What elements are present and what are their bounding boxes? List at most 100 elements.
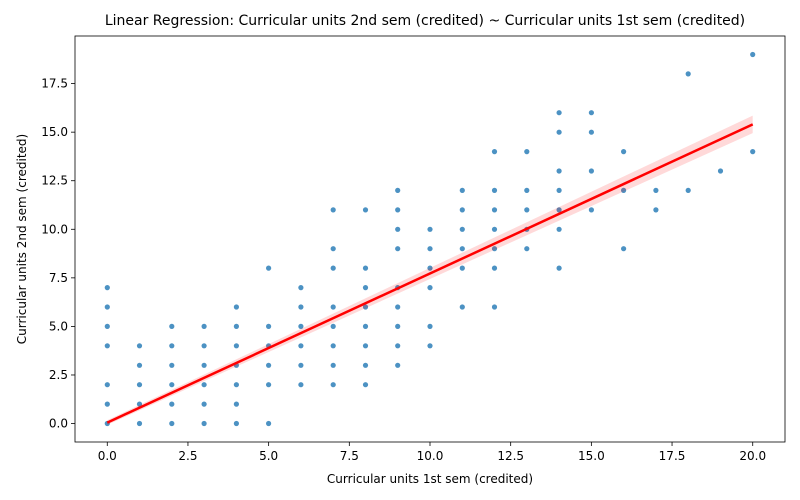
- x-tick-label: 2.5: [178, 449, 197, 463]
- scatter-point: [362, 382, 369, 388]
- scatter-point: [459, 187, 465, 193]
- scatter-point: [395, 343, 401, 349]
- scatter-point: [717, 168, 724, 174]
- x-tick-label: 7.5: [340, 449, 359, 463]
- scatter-point: [685, 71, 691, 77]
- scatter-point: [330, 382, 336, 388]
- scatter-point: [395, 304, 401, 310]
- scatter-point: [330, 304, 336, 310]
- scatter-point: [491, 207, 498, 213]
- scatter-point: [298, 362, 304, 368]
- scatter-point: [588, 110, 595, 116]
- scatter-point: [201, 343, 207, 349]
- scatter-point: [556, 265, 562, 271]
- scatter-point: [201, 362, 207, 368]
- scatter-point: [330, 246, 336, 252]
- scatter-point: [362, 285, 369, 291]
- scatter-point: [459, 304, 465, 310]
- x-tick-label: 10.0: [417, 449, 444, 463]
- scatter-point: [621, 246, 627, 252]
- scatter-point: [233, 323, 239, 329]
- scatter-point: [233, 420, 239, 427]
- y-tick-label: 0.0: [49, 417, 68, 431]
- scatter-point: [266, 362, 272, 368]
- scatter-point: [104, 343, 110, 349]
- x-tick-label: 0.0: [98, 449, 117, 463]
- scatter-point: [362, 323, 369, 329]
- scatter-point: [750, 149, 756, 155]
- scatter-point: [201, 323, 207, 329]
- scatter-point: [201, 401, 207, 407]
- y-axis-label: Curricular units 2nd sem (credited): [15, 134, 29, 344]
- scatter-point: [169, 420, 175, 427]
- y-axis: 0.0 2.5 5.0 7.5 10.0 12.5 15.0 17.5: [41, 77, 75, 431]
- scatter-point: [524, 187, 530, 193]
- scatter-point: [491, 226, 498, 232]
- regression-line: [106, 123, 754, 424]
- x-tick-label: 20.0: [739, 449, 766, 463]
- scatter-point: [621, 187, 627, 193]
- scatter-point: [169, 323, 175, 329]
- x-tick-label: 15.0: [578, 449, 605, 463]
- scatter-point: [653, 187, 659, 193]
- x-axis-label: Curricular units 1st sem (credited): [327, 472, 533, 486]
- y-tick-label: 15.0: [41, 125, 68, 139]
- scatter-point: [169, 362, 175, 368]
- scatter-point: [298, 323, 304, 329]
- scatter-point: [427, 226, 433, 232]
- scatter-point: [556, 110, 562, 116]
- scatter-point: [427, 285, 433, 291]
- scatter-point: [556, 168, 562, 174]
- scatter-point: [556, 207, 562, 213]
- scatter-point: [104, 304, 110, 310]
- scatter-point: [395, 362, 401, 368]
- scatter-point: [524, 246, 530, 252]
- scatter-point: [362, 207, 369, 213]
- scatter-point: [491, 265, 498, 271]
- scatter-point: [104, 285, 110, 291]
- scatter-point: [169, 401, 175, 407]
- x-axis: 0.0 2.5 5.0 7.5 10.0 12.5 15.0 17.5 20.0: [98, 442, 766, 463]
- scatter-point: [233, 401, 239, 407]
- scatter-point: [459, 246, 465, 252]
- scatter-point: [395, 323, 401, 329]
- scatter-point: [459, 226, 465, 232]
- scatter-point: [233, 343, 239, 349]
- scatter-point: [169, 343, 175, 349]
- axes-frame: [74, 35, 786, 443]
- scatter-point: [750, 51, 756, 58]
- scatter-point: [427, 323, 433, 329]
- scatter-point: [330, 362, 336, 368]
- scatter-point: [298, 304, 304, 310]
- scatter-point: [201, 420, 207, 427]
- scatter-point: [136, 362, 143, 368]
- scatter-point: [395, 207, 401, 213]
- scatter-point: [136, 420, 143, 427]
- scatter-point: [298, 343, 304, 349]
- scatter-point: [459, 265, 465, 271]
- scatter-point: [266, 323, 272, 329]
- scatter-point: [395, 187, 401, 193]
- scatter-point: [330, 265, 336, 271]
- scatter-point: [169, 382, 175, 388]
- scatter-point: [588, 129, 595, 135]
- y-tick-label: 17.5: [41, 77, 68, 91]
- scatter-point: [330, 343, 336, 349]
- scatter-point: [330, 207, 336, 213]
- scatter-point: [104, 401, 110, 407]
- scatter-point: [491, 246, 498, 252]
- scatter-point: [136, 343, 143, 349]
- y-tick-label: 12.5: [41, 174, 68, 188]
- scatter-point: [362, 265, 369, 271]
- scatter-point: [330, 323, 336, 329]
- scatter-point: [556, 187, 562, 193]
- x-tick-label: 12.5: [497, 449, 524, 463]
- scatter-point: [233, 382, 239, 388]
- scatter-point: [136, 382, 143, 388]
- scatter-point: [395, 226, 401, 232]
- scatter-point: [362, 304, 369, 310]
- scatter-point: [427, 343, 433, 349]
- scatter-point: [201, 382, 207, 388]
- y-tick-label: 2.5: [49, 368, 68, 382]
